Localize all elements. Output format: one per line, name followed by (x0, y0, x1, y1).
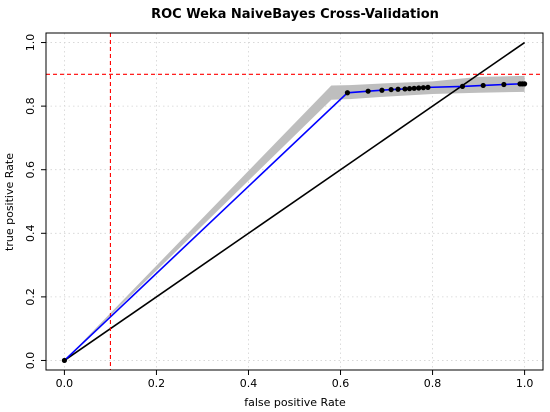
roc-point-8 (411, 85, 417, 91)
roc-point-4 (388, 86, 394, 93)
x-tick-label-4: 0.8 (424, 377, 442, 390)
x-tick-label-2: 0.4 (240, 377, 258, 390)
roc-point-11 (425, 84, 431, 90)
y-axis-label: true positive Rate (3, 153, 16, 251)
y-tick-label-0: 0.0 (24, 352, 37, 370)
x-tick-label-5: 1.0 (516, 377, 534, 390)
roc-point-9 (416, 85, 422, 91)
roc-point-14 (501, 81, 507, 88)
roc-point-7 (406, 86, 413, 92)
plot-area: 0.0 0.2 0.4 0.6 0.8 1.0 0.0 0.2 0.4 0.6 0.8 1.0 (24, 32, 544, 390)
roc-point-3 (379, 87, 385, 93)
y-tick-label-5: 1.0 (24, 34, 37, 52)
confidence-band (64, 75, 525, 361)
y-tick-label-4: 0.8 (24, 97, 37, 115)
roc-point-10 (420, 85, 426, 91)
roc-point-17 (521, 81, 528, 87)
roc-point-13 (480, 82, 486, 89)
roc-point-5 (395, 86, 401, 92)
roc-point-6 (402, 86, 408, 92)
y-tick-label-1: 0.2 (24, 288, 37, 306)
plot-frame (45, 32, 544, 371)
x-tick-label-1: 0.2 (148, 377, 166, 390)
roc-point-0 (61, 357, 68, 364)
diagonal-line (63, 41, 526, 362)
roc-point-2 (365, 88, 371, 94)
y-tick-label-3: 0.6 (24, 161, 37, 179)
x-axis-label: false positive Rate (244, 396, 346, 409)
x-tick-label-3: 0.6 (332, 377, 350, 390)
roc-point-12 (459, 83, 466, 90)
roc-point-1 (344, 90, 351, 96)
chart-title: ROC Weka NaiveBayes Cross-Validation (151, 7, 439, 22)
x-tick-label-0: 0.0 (56, 377, 74, 390)
y-tick-label-2: 0.4 (24, 225, 37, 243)
